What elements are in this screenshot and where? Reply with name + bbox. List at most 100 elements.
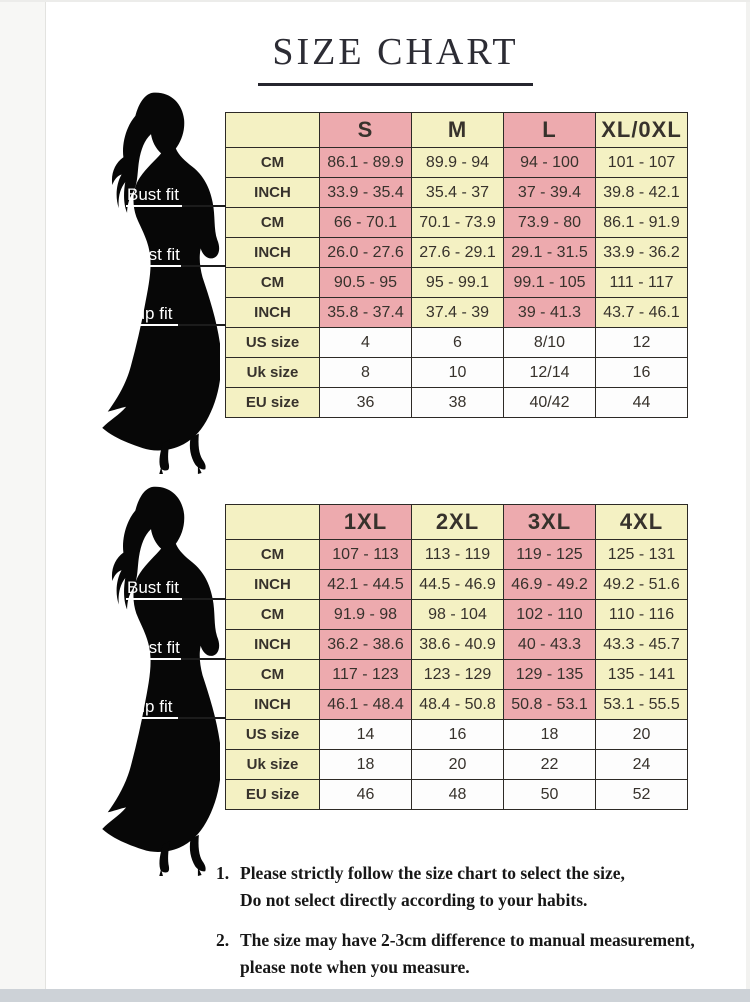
corner-cell xyxy=(225,112,320,148)
note-line: Do not select directly according to your… xyxy=(240,890,588,910)
measure-cell: 94 - 100 xyxy=(503,147,596,178)
table-row: CM 91.9 - 98 98 - 104 102 - 110 110 - 11… xyxy=(225,599,688,630)
measure-cell: 119 - 125 xyxy=(503,539,596,570)
waist-underline-1 xyxy=(121,265,181,267)
size-cell: 40/42 xyxy=(503,387,596,418)
table-row: EU size 36 38 40/42 44 xyxy=(225,387,688,418)
size-cell: 44 xyxy=(595,387,688,418)
bust-pointer-line-1 xyxy=(182,205,226,207)
table-row: INCH 33.9 - 35.4 35.4 - 37 37 - 39.4 39.… xyxy=(225,177,688,208)
note-line: Please strictly follow the size chart to… xyxy=(240,863,625,883)
bust-underline-1 xyxy=(126,205,182,207)
row-label: INCH xyxy=(225,237,320,268)
row-label: CM xyxy=(225,267,320,298)
measure-cell: 40 - 43.3 xyxy=(503,629,596,660)
table-row: INCH 42.1 - 44.5 44.5 - 46.9 46.9 - 49.2… xyxy=(225,569,688,600)
hip-fit-label-2: Hip fit xyxy=(129,697,173,716)
size-cell: 14 xyxy=(319,719,412,750)
measure-cell: 113 - 119 xyxy=(411,539,504,570)
hip-underline-1 xyxy=(128,324,178,326)
row-label: CM xyxy=(225,539,320,570)
table-row: CM 107 - 113 113 - 119 119 - 125 125 - 1… xyxy=(225,539,688,570)
note-number: 1. xyxy=(216,863,230,883)
table-row: CM 86.1 - 89.9 89.9 - 94 94 - 100 101 - … xyxy=(225,147,688,178)
note-line: The size may have 2-3cm difference to ma… xyxy=(240,930,695,950)
measure-cell: 42.1 - 44.5 xyxy=(319,569,412,600)
measure-cell: 98 - 104 xyxy=(411,599,504,630)
note-line: please note when you measure. xyxy=(240,957,470,977)
note-text: The size may have 2-3cm difference to ma… xyxy=(240,927,741,981)
waist-pointer-line-1 xyxy=(181,265,226,267)
row-label: US size xyxy=(225,327,320,358)
size-col-header: 1XL xyxy=(319,504,412,540)
page-title: SIZE CHART xyxy=(258,30,533,86)
measure-cell: 33.9 - 36.2 xyxy=(595,237,688,268)
size-cell: 20 xyxy=(411,749,504,780)
measure-cell: 111 - 117 xyxy=(595,267,688,298)
measure-cell: 99.1 - 105 xyxy=(503,267,596,298)
measure-cell: 44.5 - 46.9 xyxy=(411,569,504,600)
measure-cell: 43.3 - 45.7 xyxy=(595,629,688,660)
size-col-header: 4XL xyxy=(595,504,688,540)
size-cell: 22 xyxy=(503,749,596,780)
size-cell: 10 xyxy=(411,357,504,388)
table-row: S M L XL/0XL xyxy=(225,112,688,148)
measure-cell: 125 - 131 xyxy=(595,539,688,570)
row-label: CM xyxy=(225,147,320,178)
row-label: EU size xyxy=(225,779,320,810)
measure-cell: 29.1 - 31.5 xyxy=(503,237,596,268)
row-label: CM xyxy=(225,207,320,238)
measure-cell: 37 - 39.4 xyxy=(503,177,596,208)
bust-pointer-line-2 xyxy=(182,598,226,600)
table-row: INCH 26.0 - 27.6 27.6 - 29.1 29.1 - 31.5… xyxy=(225,237,688,268)
size-table-regular: S M L XL/0XL CM 86.1 - 89.9 89.9 - 94 94… xyxy=(225,112,688,418)
woman-silhouette-2 xyxy=(82,484,220,876)
size-cell: 36 xyxy=(319,387,412,418)
hip-fit-label-1: Hip fit xyxy=(129,304,173,323)
size-col-header: XL/0XL xyxy=(595,112,688,148)
measure-cell: 73.9 - 80 xyxy=(503,207,596,238)
size-cell: 20 xyxy=(595,719,688,750)
bust-fit-label-2: Bust fit xyxy=(127,578,179,597)
row-label: CM xyxy=(225,659,320,690)
hip-pointer-line-1 xyxy=(178,324,226,326)
measure-cell: 27.6 - 29.1 xyxy=(411,237,504,268)
size-cell: 12 xyxy=(595,327,688,358)
row-label: INCH xyxy=(225,177,320,208)
measure-cell: 53.1 - 55.5 xyxy=(595,689,688,720)
row-label: INCH xyxy=(225,569,320,600)
measure-cell: 86.1 - 91.9 xyxy=(595,207,688,238)
size-cell: 48 xyxy=(411,779,504,810)
measure-cell: 91.9 - 98 xyxy=(319,599,412,630)
measure-cell: 129 - 135 xyxy=(503,659,596,690)
hip-underline-2 xyxy=(128,717,178,719)
measure-cell: 107 - 113 xyxy=(319,539,412,570)
measure-cell: 101 - 107 xyxy=(595,147,688,178)
size-col-header: 2XL xyxy=(411,504,504,540)
measure-cell: 38.6 - 40.9 xyxy=(411,629,504,660)
table-row: US size 14 16 18 20 xyxy=(225,719,688,750)
hip-pointer-line-2 xyxy=(178,717,226,719)
bust-underline-2 xyxy=(126,598,182,600)
table-row: 1XL 2XL 3XL 4XL xyxy=(225,504,688,540)
table-row: EU size 46 48 50 52 xyxy=(225,779,688,810)
notes-section: 1. Please strictly follow the size chart… xyxy=(216,860,741,994)
measure-cell: 89.9 - 94 xyxy=(411,147,504,178)
size-cell: 18 xyxy=(503,719,596,750)
size-cell: 46 xyxy=(319,779,412,810)
measure-cell: 39 - 41.3 xyxy=(503,297,596,328)
measure-cell: 35.4 - 37 xyxy=(411,177,504,208)
table-row: INCH 46.1 - 48.4 48.4 - 50.8 50.8 - 53.1… xyxy=(225,689,688,720)
size-col-header: M xyxy=(411,112,504,148)
row-label: INCH xyxy=(225,297,320,328)
corner-cell xyxy=(225,504,320,540)
measure-cell: 43.7 - 46.1 xyxy=(595,297,688,328)
table-row: US size 4 6 8/10 12 xyxy=(225,327,688,358)
row-label: Uk size xyxy=(225,749,320,780)
measure-cell: 123 - 129 xyxy=(411,659,504,690)
measure-cell: 86.1 - 89.9 xyxy=(319,147,412,178)
size-cell: 24 xyxy=(595,749,688,780)
row-label: INCH xyxy=(225,629,320,660)
table-row: Uk size 8 10 12/14 16 xyxy=(225,357,688,388)
page-title-wrap: SIZE CHART xyxy=(45,30,746,86)
